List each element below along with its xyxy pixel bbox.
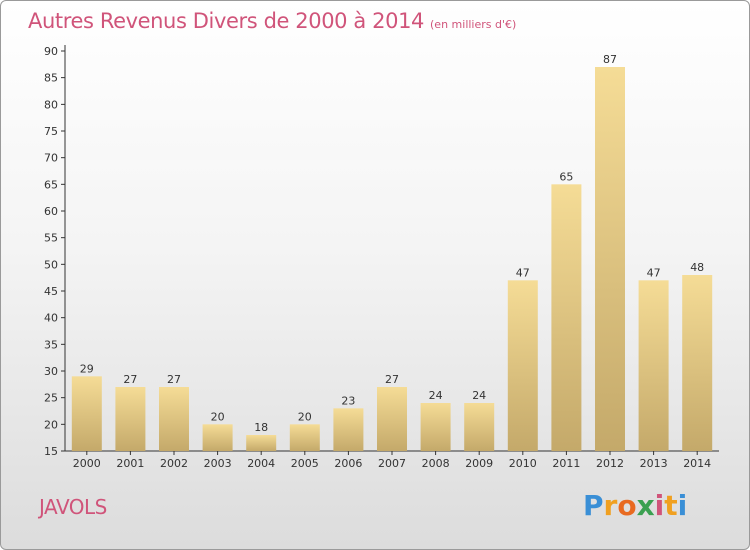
y-tick-label: 80: [44, 98, 58, 111]
bar-value-label: 20: [298, 410, 312, 423]
chart-subtitle: (en milliers d'€): [430, 18, 517, 31]
x-tick-label: 2006: [334, 457, 362, 470]
x-tick-label: 2009: [465, 457, 493, 470]
bar: [682, 275, 713, 451]
bar-value-label: 65: [559, 170, 573, 183]
y-tick-label: 70: [44, 152, 58, 165]
bar: [115, 387, 146, 451]
y-tick-label: 65: [44, 178, 58, 191]
bar: [289, 424, 320, 451]
proxiti-logo: Proxiti: [583, 489, 687, 522]
y-tick-label: 75: [44, 125, 58, 138]
bar-value-label: 29: [80, 362, 94, 375]
y-tick-label: 50: [44, 258, 58, 271]
chart-axes: 15 20 25 30 35 40 45 50 55 60 65 70 75 80 85 90 2000 2001…: [44, 45, 719, 470]
x-tick-label: 2002: [160, 457, 188, 470]
chart-title-block: Autres Revenus Divers de 2000 à 2014 (en …: [28, 9, 516, 33]
logo-letter: x: [636, 489, 655, 522]
bar-value-label: 47: [647, 266, 661, 279]
x-tick-label: 2011: [552, 457, 580, 470]
bar-value-label: 23: [341, 394, 355, 407]
y-tick-label: 30: [44, 365, 58, 378]
bar: [464, 403, 495, 451]
bar-value-label: 48: [690, 261, 704, 274]
chart-bars: [71, 67, 713, 452]
bar-value-label: 24: [472, 389, 486, 402]
chart-title: Autres Revenus Divers de 2000 à 2014: [28, 9, 425, 33]
x-tick-label: 2012: [596, 457, 624, 470]
logo-letter: i: [654, 489, 665, 522]
x-tick-label: 2004: [247, 457, 275, 470]
bar: [202, 424, 233, 451]
place-name: JAVOLS: [39, 495, 107, 519]
x-tick-label: 2000: [73, 457, 101, 470]
x-tick-label: 2005: [291, 457, 319, 470]
bar-value-label: 47: [516, 266, 530, 279]
x-tick-label: 2008: [422, 457, 450, 470]
bar-value-label: 18: [254, 421, 268, 434]
bar-value-label: 27: [167, 373, 181, 386]
x-tick-label: 2007: [378, 457, 406, 470]
y-tick-label: 20: [44, 418, 58, 431]
y-tick-label: 40: [44, 312, 58, 325]
y-tick-label: 85: [44, 72, 58, 85]
bar: [71, 376, 102, 451]
bar: [420, 403, 451, 451]
bar-value-label: 87: [603, 53, 617, 66]
logo-letter: r: [603, 489, 618, 522]
bar: [595, 67, 625, 451]
bar: [507, 280, 538, 451]
bar-value-label: 27: [123, 373, 137, 386]
y-tick-label: 60: [44, 205, 58, 218]
bar-value-label: 20: [211, 410, 225, 423]
x-tick-label: 2003: [204, 457, 232, 470]
logo-letter: i: [677, 489, 688, 522]
bar: [551, 184, 582, 452]
bar: [638, 280, 669, 451]
bar-value-label: 27: [385, 373, 399, 386]
chart-data-labels: 29 27 27 20 18 20 23 27 24 24 47 65 87 47 48: [80, 53, 704, 434]
x-tick-label: 2014: [683, 457, 711, 470]
x-tick-label: 2013: [640, 457, 668, 470]
y-tick-label: 35: [44, 338, 58, 351]
bar-value-label: 24: [429, 389, 443, 402]
bar: [159, 387, 189, 451]
y-tick-label: 45: [44, 285, 58, 298]
logo-letter: P: [583, 489, 604, 522]
y-tick-label: 55: [44, 232, 58, 245]
bar: [377, 387, 407, 451]
logo-letter: t: [664, 489, 678, 522]
x-tick-label: 2001: [116, 457, 144, 470]
y-tick-label: 15: [44, 445, 58, 458]
y-tick-label: 90: [44, 45, 58, 58]
x-tick-label: 2010: [509, 457, 537, 470]
logo-letter: o: [617, 489, 637, 522]
y-tick-label: 25: [44, 392, 58, 405]
bar: [246, 435, 277, 451]
bar: [333, 408, 364, 451]
